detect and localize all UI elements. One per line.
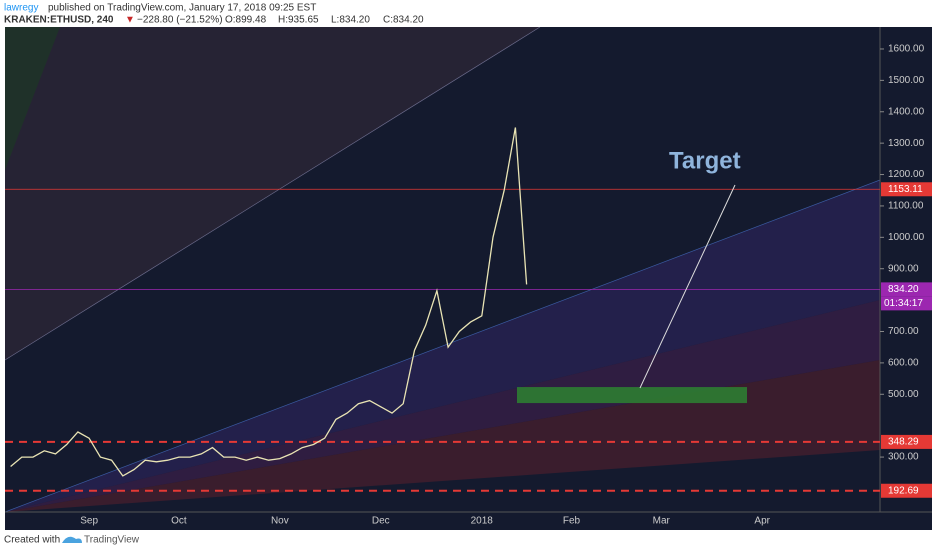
price-badge [881,483,932,498]
countdown: 01:34:17 [884,298,923,309]
low: L:834.20 [331,15,370,26]
target-zone [517,387,747,404]
change: −228.80 (−21.52%) [137,15,223,26]
y-tick-label: 1500.00 [888,75,925,86]
y-tick-label: 500.00 [888,389,919,400]
fan-band [5,300,880,512]
x-tick-label: Mar [653,516,671,527]
symbol: KRAKEN:ETHUSD, 240 [4,15,114,26]
fan-band [5,27,60,170]
price-badge-label: 348.29 [888,437,919,448]
x-tick-label: Feb [563,516,581,527]
x-tick-label: 2018 [471,516,494,527]
chart-layer: 300.00 500.00 600.00 700.00 900.00 1000.00 110… [5,44,932,527]
author: lawregy [4,3,38,14]
y-tick-label: 1600.00 [888,44,925,55]
x-tick-label: Sep [80,516,98,527]
y-tick-label: 900.00 [888,263,919,274]
down-arrow: ▼ [125,15,135,26]
close: C:834.20 [383,15,424,26]
price-line [10,127,528,477]
annotation: Target [669,147,741,174]
y-tick-label: 300.00 [888,452,919,463]
footer-bg [0,530,932,550]
logo [62,536,82,543]
x-tick-label: Oct [171,516,187,527]
countdown-badge [881,296,932,311]
y-tick-label: 1200.00 [888,169,925,180]
y-tick-label: 1100.00 [888,201,924,212]
x-tick-label: Dec [372,516,390,527]
open: O:899.48 [225,15,267,26]
y-tick-label: 700.00 [888,326,919,337]
x-tick-label: Apr [754,516,770,527]
price-badge-label: 834.20 [888,284,919,295]
high: H:935.65 [278,15,319,26]
fan-line [5,27,541,361]
footer-created: Created with [4,535,60,546]
published: published on TradingView.com, January 17… [48,3,316,14]
y-tick-label: 1300.00 [888,138,925,149]
y-tick-label: 1400.00 [888,106,925,117]
arrow-line [639,184,736,389]
price-badge [881,434,932,449]
price-badge-label: 192.69 [888,485,919,496]
y-tick-label: 600.00 [888,358,919,369]
price-badge-label: 1153.11 [888,184,923,195]
price-badge [881,182,932,197]
x-tick-label: Nov [271,516,289,527]
y-tick-label: 1000.00 [888,232,925,243]
fan-line [5,179,880,512]
price-badge [881,282,932,297]
footer-brand[interactable]: TradingView [84,535,140,546]
